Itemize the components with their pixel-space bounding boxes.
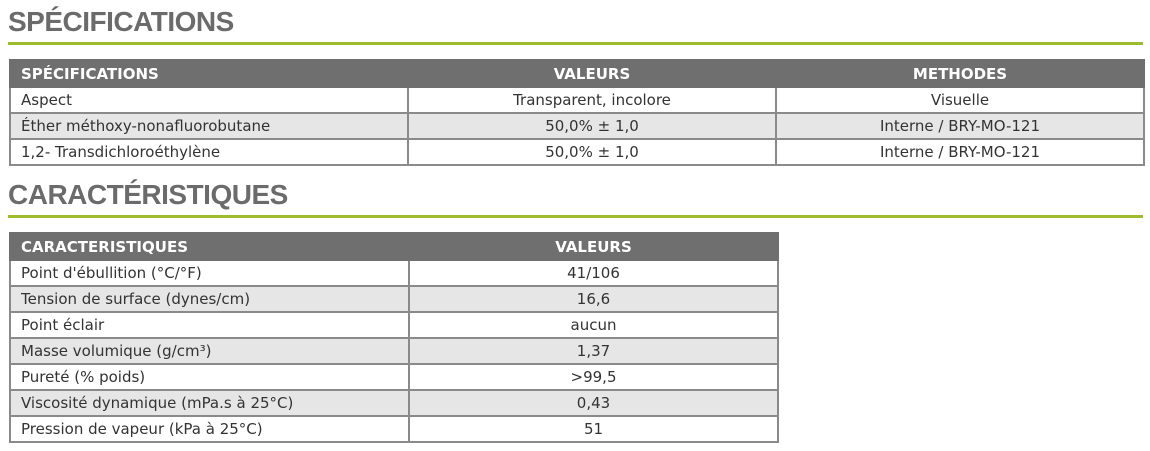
table-row: Pureté (% poids) >99,5: [9, 363, 779, 391]
table-cell: aucun: [408, 311, 779, 339]
table-cell: Interne / BRY-MO-121: [775, 138, 1145, 166]
table-cell: 0,43: [408, 389, 779, 417]
table-cell: Aspect: [9, 86, 409, 114]
table-cell: Viscosité dynamique (mPa.s à 25°C): [9, 389, 410, 417]
section: SPÉCIFICATIONS SPÉCIFICATIONS VALEURS METH…: [8, 2, 1145, 166]
table-row: Viscosité dynamique (mPa.s à 25°C) 0,43: [9, 389, 779, 417]
header-row: CARACTERISTIQUES VALEURS: [9, 232, 779, 261]
table-cell: >99,5: [408, 363, 779, 391]
char-table: CARACTERISTIQUES VALEURS Point d'ébullitio…: [9, 232, 779, 443]
header-cell: VALEURS: [408, 232, 779, 261]
table-cell: Visuelle: [775, 86, 1145, 114]
table-cell: Pureté (% poids): [9, 363, 410, 391]
table-row: Masse volumique (g/cm³) 1,37: [9, 337, 779, 365]
table-row: Pression de vapeur (kPa à 25°C) 51: [9, 415, 779, 443]
table-cell: 50,0% ± 1,0: [407, 112, 777, 140]
table-cell: Interne / BRY-MO-121: [775, 112, 1145, 140]
table-cell: Pression de vapeur (kPa à 25°C): [9, 415, 410, 443]
table-cell: 41/106: [408, 259, 779, 287]
table-cell: 1,2- Transdichloroéthylène: [9, 138, 409, 166]
table-cell: Tension de surface (dynes/cm): [9, 285, 410, 313]
table-cell: Point éclair: [9, 311, 410, 339]
table-cell: 50,0% ± 1,0: [407, 138, 777, 166]
header-cell: VALEURS: [407, 59, 777, 88]
table-row: Aspect Transparent, incolore Visuelle: [9, 86, 1145, 114]
table-cell: 51: [408, 415, 779, 443]
table-row: Tension de surface (dynes/cm) 16,6: [9, 285, 779, 313]
table-cell: Éther méthoxy-nonafluorobutane: [9, 112, 409, 140]
table-row: Point d'ébullition (°C/°F) 41/106: [9, 259, 779, 287]
section-title: CARACTÉRISTIQUES: [8, 175, 1143, 218]
header-cell: METHODES: [775, 59, 1145, 88]
table-cell: Transparent, incolore: [407, 86, 777, 114]
table-cell: 1,37: [408, 337, 779, 365]
header-cell: SPÉCIFICATIONS: [9, 59, 409, 88]
table-row: Éther méthoxy-nonafluorobutane 50,0% ± 1,…: [9, 112, 1145, 140]
table-cell: Masse volumique (g/cm³): [9, 337, 410, 365]
header-cell: CARACTERISTIQUES: [9, 232, 410, 261]
section-title: SPÉCIFICATIONS: [8, 2, 1143, 45]
section: CARACTÉRISTIQUES CARACTERISTIQUES VALEURS…: [8, 175, 1143, 443]
spec-table: SPÉCIFICATIONS VALEURS METHODES Aspect Trans…: [9, 59, 1145, 166]
header-row: SPÉCIFICATIONS VALEURS METHODES: [9, 59, 1145, 88]
table-cell: 16,6: [408, 285, 779, 313]
table-row: 1,2- Transdichloroéthylène 50,0% ± 1,0 Int…: [9, 138, 1145, 166]
table-cell: Point d'ébullition (°C/°F): [9, 259, 410, 287]
table-row: Point éclair aucun: [9, 311, 779, 339]
